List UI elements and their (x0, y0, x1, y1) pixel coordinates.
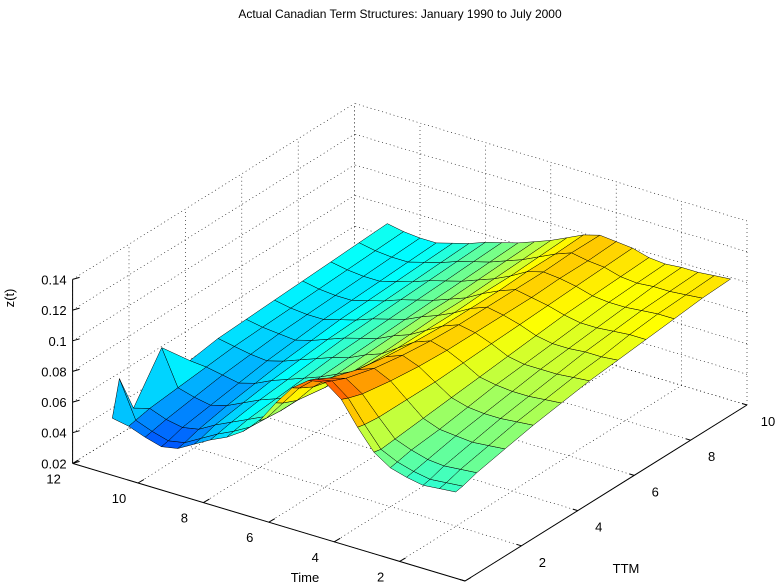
z-tick-mark (72, 460, 80, 464)
z-tick-mark (72, 276, 80, 280)
y-tick-label: 12 (46, 471, 60, 486)
x-tick-mark (516, 543, 522, 547)
y-tick-mark (333, 537, 341, 543)
grid-line (354, 133, 748, 252)
grid-line (354, 164, 748, 283)
y-tick-label: 2 (377, 569, 384, 584)
x-tick-mark (741, 403, 748, 406)
x-tick-label: 10 (761, 414, 775, 429)
x-tick-mark (572, 508, 578, 512)
y-tick-label: 6 (246, 530, 253, 545)
z-tick-mark (72, 307, 80, 311)
y-tick-label: 4 (312, 550, 319, 565)
z-tick-label: 0.06 (41, 395, 66, 410)
y-tick-label: 8 (181, 511, 188, 526)
z-tick-label: 0.1 (49, 334, 67, 349)
y-axis-label: Time (291, 570, 319, 585)
chart-title: Actual Canadian Term Structures: January… (238, 7, 562, 21)
z-tick-label: 0.02 (41, 456, 66, 471)
z-tick-label: 0.14 (41, 272, 66, 287)
y-tick-mark (268, 518, 276, 523)
x-tick-label: 2 (539, 555, 546, 570)
z-tick-mark (72, 338, 80, 342)
z-tick-label: 0.12 (41, 303, 66, 318)
x-tick-label: 8 (708, 449, 715, 464)
grid-line (128, 427, 522, 547)
y-tick-mark (137, 479, 145, 484)
surface-patch (112, 378, 137, 427)
z-tick-mark (72, 399, 80, 403)
y-tick-mark (399, 557, 406, 562)
surface (112, 223, 731, 493)
y-tick-mark (203, 498, 210, 504)
x-tick-mark (685, 438, 691, 441)
x-tick-label: 4 (595, 520, 602, 535)
axis-lines (72, 276, 748, 582)
x-tick-label: 6 (652, 484, 659, 499)
x-tick-mark (459, 579, 466, 582)
tick-labels: 02468100246810120.020.040.060.080.10.120… (41, 272, 775, 584)
z-axis-label: z(t) (2, 289, 17, 308)
z-tick-label: 0.04 (41, 426, 66, 441)
x-axis-label: TTM (613, 561, 640, 576)
z-tick-mark (72, 430, 80, 434)
x-tick-mark (629, 473, 635, 476)
y-tick-label: 10 (112, 491, 126, 506)
surface-patch (685, 275, 731, 299)
z-tick-mark (72, 368, 80, 372)
x-axis-line (464, 404, 748, 582)
y-tick-mark (464, 577, 472, 582)
grid-line (72, 103, 355, 280)
z-tick-label: 0.08 (41, 364, 66, 379)
